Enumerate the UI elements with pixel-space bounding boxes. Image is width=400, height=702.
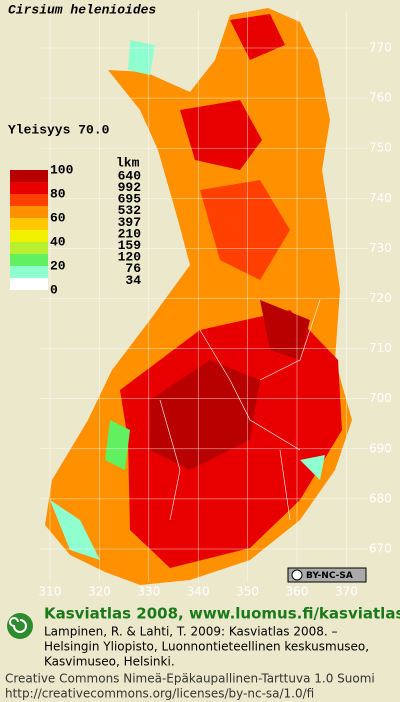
legend-count: 992: [118, 180, 142, 195]
cc-icon: [291, 569, 303, 581]
map-region: [50, 500, 100, 560]
x-grid-label: 340: [187, 585, 210, 599]
legend-scale-label: 40: [50, 234, 66, 249]
legend-swatch: [10, 218, 48, 230]
x-grid-label: 310: [39, 585, 62, 599]
y-grid-label: 710: [369, 341, 392, 355]
legend-count: 532: [118, 203, 142, 218]
x-grid-label: 320: [88, 585, 111, 599]
legend-swatch: [10, 206, 48, 218]
map-region: [230, 14, 285, 60]
legend-swatch: [10, 230, 48, 242]
x-grid-label: 370: [335, 585, 358, 599]
license-line: Creative Commons Nimeä-Epäkaupallinen-Ta…: [5, 672, 375, 686]
legend-count: 34: [125, 273, 141, 288]
legend-count: 397: [118, 215, 141, 230]
y-grid-label: 730: [369, 241, 392, 255]
y-grid-label: 700: [369, 391, 392, 405]
y-grid-label: 760: [369, 91, 392, 105]
map-region: [128, 40, 155, 75]
y-grid-label: 670: [369, 542, 392, 556]
legend-scale-label: 80: [50, 186, 66, 201]
footer: Lampinen, R. & Lahti, T. 2009: Kasviatla…: [5, 625, 375, 701]
map-region: [180, 100, 262, 170]
map: [45, 8, 352, 585]
legend-scale-label: 20: [50, 258, 66, 273]
legend-scale-label: 100: [50, 162, 74, 177]
x-grid-label: 330: [137, 585, 160, 599]
legend-scale-label: 0: [50, 282, 58, 297]
legend-count: 159: [118, 238, 142, 253]
map-region: [105, 420, 130, 470]
legend-count: 210: [118, 226, 142, 241]
y-grid-label: 680: [369, 491, 392, 505]
legend-count: 120: [118, 250, 142, 265]
legend-count-header: lkm: [116, 155, 140, 170]
legend-count: 76: [125, 261, 141, 276]
logo: [7, 613, 33, 639]
legend-swatch: [10, 170, 48, 182]
citation-line: Helsingin Yliopisto, Luonnontieteellinen…: [44, 640, 369, 654]
legend-swatch: [10, 266, 48, 278]
y-grid-label: 750: [369, 141, 392, 155]
frequency: Yleisyys 70.0: [8, 122, 110, 137]
species-title: Cirsium helenioides: [8, 2, 156, 17]
x-grid-label: 350: [236, 585, 259, 599]
legend-count: 640: [118, 168, 142, 183]
footer-heading: Kasviatlas 2008, www.luomus.fi/kasviatla…: [44, 605, 400, 623]
province-border: [159, 299, 321, 521]
x-grid-label: 360: [286, 585, 309, 599]
citation-line: Kasvimuseo, Helsinki.: [44, 655, 175, 669]
legend-swatch: [10, 254, 48, 266]
legend-swatch: [10, 194, 48, 206]
map-region: [200, 180, 290, 280]
legend-scale-label: 60: [50, 210, 66, 225]
y-grid-label: 740: [369, 191, 392, 205]
map-region: [260, 300, 310, 360]
legend-swatch: [10, 278, 48, 290]
y-grid-label: 690: [369, 441, 392, 455]
logo-icon: [7, 613, 33, 639]
license-badge-text: BY-NC-SA: [306, 571, 353, 581]
legend-swatch: [10, 242, 48, 254]
legend: 100 80 60 40 20 0 lkm6409926955323972101591207…: [10, 155, 141, 297]
license-line: http://creativecommons.org/licenses/by-n…: [5, 687, 314, 701]
citation-line: Lampinen, R. & Lahti, T. 2009: Kasviatla…: [44, 625, 338, 639]
map-region: [150, 360, 260, 470]
y-grid-label: 770: [369, 41, 392, 55]
license-badge: [287, 567, 367, 583]
legend-count: 695: [118, 192, 142, 207]
map-region: [300, 455, 325, 480]
y-grid-label: 720: [369, 291, 392, 305]
logo-spiral: [9, 617, 27, 633]
legend-swatch: [10, 182, 48, 194]
